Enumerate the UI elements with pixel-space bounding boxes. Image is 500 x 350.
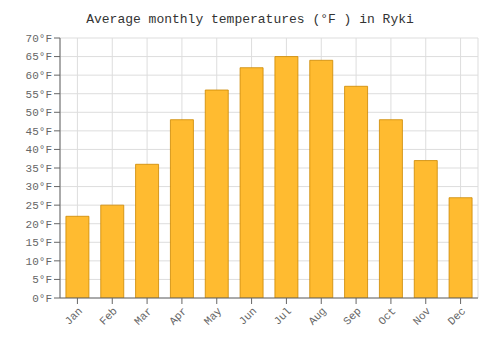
svg-text:Aug: Aug xyxy=(306,305,328,327)
html-text:Average monthly temperatures (: Average monthly temperatures (°F ) in Ry… xyxy=(86,12,414,27)
svg-text:Dec: Dec xyxy=(446,305,468,327)
svg-text:Apr: Apr xyxy=(167,305,189,327)
svg-text:0°F: 0°F xyxy=(32,293,52,305)
svg-text:60°F: 60°F xyxy=(26,70,52,82)
svg-text:Jan: Jan xyxy=(63,305,85,327)
svg-text:70°F: 70°F xyxy=(26,33,52,45)
svg-text:15°F: 15°F xyxy=(26,237,52,249)
svg-text:May: May xyxy=(202,305,225,328)
svg-text:30°F: 30°F xyxy=(26,181,52,193)
svg-text:Jul: Jul xyxy=(272,305,294,327)
svg-text:Jun: Jun xyxy=(237,305,259,327)
svg-text:Feb: Feb xyxy=(97,305,119,327)
svg-text:35°F: 35°F xyxy=(26,163,52,175)
svg-text:25°F: 25°F xyxy=(26,200,52,212)
svg-text:10°F: 10°F xyxy=(26,256,52,268)
svg-text:5°F: 5°F xyxy=(32,274,52,286)
svg-text:55°F: 55°F xyxy=(26,89,52,101)
svg-text:65°F: 65°F xyxy=(26,51,52,63)
svg-text:50°F: 50°F xyxy=(26,107,52,119)
svg-text:40°F: 40°F xyxy=(26,144,52,156)
svg-text:Mar: Mar xyxy=(132,305,154,327)
svg-text:Nov: Nov xyxy=(411,305,434,328)
svg-text:45°F: 45°F xyxy=(26,126,52,138)
svg-text:Oct: Oct xyxy=(376,305,398,327)
svg-text:20°F: 20°F xyxy=(26,219,52,231)
svg-text:Sep: Sep xyxy=(341,305,363,327)
